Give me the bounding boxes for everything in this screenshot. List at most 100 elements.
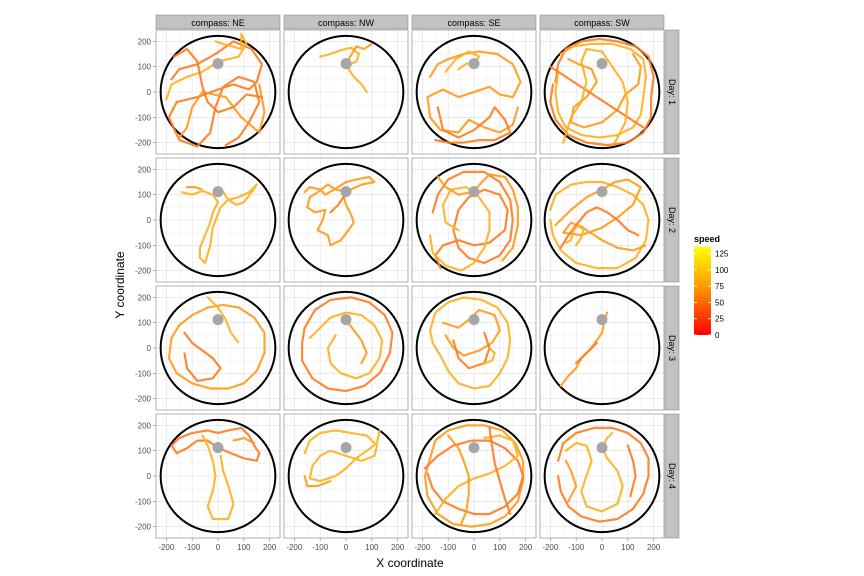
x-tick-label: -100 (312, 543, 329, 552)
facet-strip-col-1: compass: NE (155, 14, 281, 30)
arena-circle (159, 290, 277, 406)
y-tick-label: -200 (135, 267, 152, 276)
row-strips: Day: 1 Day: 2 Day: 3 Day: 4 (664, 29, 680, 539)
facet-row-label: Day: 1 (667, 79, 677, 105)
swim-path (434, 106, 512, 144)
panel-border (283, 29, 409, 155)
x-tick-label: 100 (621, 543, 635, 552)
x-tick-label: 100 (493, 543, 507, 552)
swim-path (303, 175, 376, 247)
x-tick-label: 0 (216, 543, 221, 552)
panel-border (411, 157, 537, 283)
swim-path (549, 37, 655, 147)
x-tick-label: 100 (237, 543, 251, 552)
swim-path (575, 341, 598, 365)
swim-path (329, 196, 345, 214)
y-tick-label: 100 (138, 447, 152, 456)
legend-tick-label: 75 (715, 282, 724, 291)
swim-path (206, 296, 240, 344)
facet-panel (411, 285, 537, 411)
swim-path (303, 429, 381, 483)
swim-path (562, 47, 629, 144)
swim-path (232, 436, 256, 445)
x-tick-label: 0 (344, 543, 349, 552)
panel-border (539, 29, 665, 155)
facet-strip-row-4: Day: 4 (664, 413, 680, 539)
trajectory-group (167, 296, 266, 390)
x-tick-label: -200 (158, 543, 175, 552)
facet-panel (155, 413, 281, 539)
y-tick-label: -100 (135, 241, 152, 250)
arena-circle (287, 418, 405, 534)
y-tick-label: 100 (138, 63, 152, 72)
legend-tick-label: 125 (715, 250, 729, 259)
y-tick-label: 100 (138, 191, 152, 200)
swim-path (452, 331, 491, 370)
panel-border (411, 29, 537, 155)
arena-circle (287, 290, 405, 406)
swim-path (567, 52, 642, 129)
trajectory-group (549, 37, 655, 147)
facet-panel (283, 29, 409, 155)
arena-circle (159, 34, 277, 150)
facet-strip-row-2: Day: 2 (664, 157, 680, 283)
swim-path (180, 183, 258, 265)
platform-marker (212, 58, 224, 70)
x-tick-label: 0 (472, 543, 477, 552)
swim-path (431, 170, 514, 270)
y-axis: -200 -100 0 100 200 -200 -100 0 100 200 -200 -100 0 1… (135, 37, 156, 532)
swim-path (559, 206, 640, 249)
swim-path (557, 426, 650, 523)
facet-panel (155, 29, 281, 155)
facet-panel (539, 413, 665, 539)
arena-circle (543, 162, 661, 278)
facet-panel (283, 285, 409, 411)
panel-border (539, 285, 665, 411)
platform-marker (596, 314, 608, 326)
trajectory-group (303, 429, 381, 488)
platform-marker (212, 314, 224, 326)
platform-marker (340, 314, 352, 326)
facet-panel (411, 413, 537, 539)
facet-col-label: compass: NW (318, 18, 375, 28)
swim-path (170, 426, 261, 462)
panel-border (283, 157, 409, 283)
y-tick-label: 0 (147, 472, 152, 481)
legend-tick-label: 100 (715, 266, 729, 275)
platform-marker (340, 58, 352, 70)
y-tick-label: -100 (135, 497, 152, 506)
panel-border (411, 285, 537, 411)
legend-title: speed (694, 234, 720, 244)
arena-circle (415, 418, 533, 534)
arena-circle (543, 418, 661, 534)
trajectory-group (319, 42, 373, 94)
x-tick-label: -100 (184, 543, 201, 552)
swim-path (301, 296, 394, 393)
platform-marker (468, 186, 480, 198)
y-tick-label: 200 (138, 37, 152, 46)
panel-border (283, 285, 409, 411)
x-tick-label: -200 (414, 543, 431, 552)
trajectory-group (165, 32, 266, 148)
x-tick-label: -200 (542, 543, 559, 552)
x-tick-label: 200 (647, 543, 661, 552)
swim-path (483, 346, 496, 365)
swim-path (167, 303, 266, 390)
platform-marker (596, 186, 608, 198)
facet-panel (539, 157, 665, 283)
swim-path (423, 439, 525, 516)
y-tick-label: -200 (135, 523, 152, 532)
x-tick-label: -100 (440, 543, 457, 552)
x-tick-label: 200 (263, 543, 277, 552)
legend-tick-label: 0 (715, 331, 720, 340)
swim-path (319, 46, 368, 94)
y-tick-label: 0 (147, 344, 152, 353)
platform-marker (340, 442, 352, 454)
x-tick-label: -200 (286, 543, 303, 552)
trajectory-group (180, 183, 258, 265)
facet-panel (283, 413, 409, 539)
facet-panel (539, 285, 665, 411)
swim-path (185, 186, 204, 191)
swim-path (436, 173, 519, 262)
